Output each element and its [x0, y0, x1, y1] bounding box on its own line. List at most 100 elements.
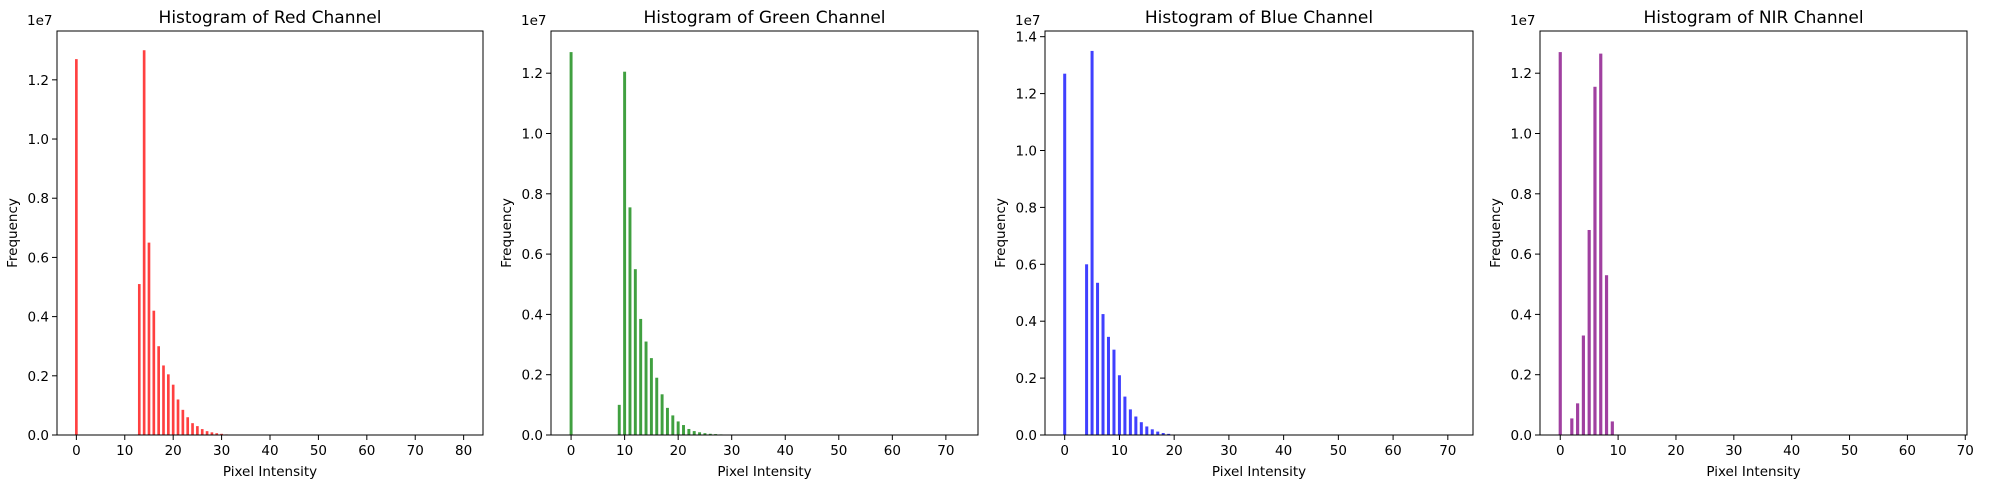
- y-tick-label: 1.2: [1511, 66, 1532, 82]
- histogram-bar: [220, 433, 223, 435]
- chart-title: Histogram of NIR Channel: [1643, 8, 1863, 28]
- histogram-bar: [1117, 375, 1121, 435]
- histogram-bar: [167, 374, 170, 435]
- histogram-bar: [142, 50, 146, 436]
- chart-title: Histogram of Red Channel: [159, 8, 382, 28]
- x-tick-label: 0: [72, 443, 81, 459]
- x-tick-label: 0: [1556, 443, 1565, 459]
- x-tick-label: 20: [165, 443, 182, 459]
- y-tick-label: 0.0: [28, 428, 49, 444]
- histogram-bar: [569, 52, 573, 435]
- y-tick-label: 0.0: [1016, 428, 1037, 444]
- y-axis-label: Frequency: [5, 198, 21, 268]
- y-tick-label: 0.2: [28, 369, 49, 385]
- x-tick-label: 30: [1220, 443, 1237, 459]
- y-axis-label: Frequency: [993, 198, 1009, 268]
- histogram-bar: [1558, 52, 1562, 435]
- histogram-bar: [660, 394, 664, 435]
- y-tick-label: 1.2: [1016, 87, 1037, 103]
- histogram-bar: [623, 71, 627, 435]
- x-tick-label: 20: [1166, 443, 1183, 459]
- y-axis-offset-label: 1e7: [1510, 13, 1535, 29]
- histogram-bar: [147, 242, 151, 435]
- histogram-bar: [1134, 416, 1138, 435]
- y-tick-label: 1.2: [28, 73, 49, 89]
- y-axis-offset-label: 1e7: [27, 13, 52, 29]
- histogram-bar: [196, 426, 199, 435]
- x-tick-label: 60: [1899, 443, 1916, 459]
- x-tick-label: 30: [723, 443, 740, 459]
- histogram-bar: [617, 404, 621, 435]
- y-axis-label: Frequency: [1488, 198, 1504, 268]
- plot-area-frame: [56, 30, 484, 436]
- x-tick-label: 20: [1667, 443, 1684, 459]
- chart-title: Histogram of Green Channel: [643, 8, 885, 28]
- x-tick-label: 50: [830, 443, 847, 459]
- x-tick-label: 40: [1275, 443, 1292, 459]
- y-tick-label: 1.0: [1511, 127, 1532, 143]
- histogram-bar: [655, 377, 659, 435]
- x-tick-label: 10: [1111, 443, 1128, 459]
- x-tick-label: 40: [777, 443, 794, 459]
- x-axis-label: Pixel Intensity: [1212, 464, 1306, 480]
- y-tick-label: 0.6: [1016, 257, 1037, 273]
- histogram-bar: [1610, 421, 1614, 435]
- histogram-bar: [649, 358, 653, 435]
- y-tick-label: 0.2: [522, 368, 543, 384]
- y-tick-label: 0.4: [1511, 307, 1532, 323]
- plot-area-frame: [1044, 30, 1474, 436]
- x-tick-label: 30: [1725, 443, 1742, 459]
- x-axis-label: Pixel Intensity: [223, 464, 317, 480]
- x-tick-label: 50: [1330, 443, 1347, 459]
- y-tick-label: 0.8: [522, 187, 543, 203]
- y-tick-label: 1.0: [522, 127, 543, 143]
- histogram-bar: [75, 59, 78, 436]
- histogram-bar: [1085, 264, 1089, 435]
- x-tick-label: 0: [1060, 443, 1069, 459]
- histogram-bar: [1161, 433, 1165, 435]
- x-tick-label: 60: [884, 443, 901, 459]
- histogram-bar: [176, 399, 180, 435]
- histogram-bar: [171, 384, 175, 435]
- y-tick-label: 0.2: [1511, 368, 1532, 384]
- x-tick-label: 60: [358, 443, 375, 459]
- y-tick-label: 0.0: [1511, 428, 1532, 444]
- x-tick-label: 10: [616, 443, 633, 459]
- histogram-bar: [671, 415, 675, 435]
- chart-title: Histogram of Blue Channel: [1145, 8, 1373, 28]
- x-tick-label: 30: [213, 443, 230, 459]
- histogram-bar: [1123, 396, 1127, 435]
- histogram-bar: [1063, 73, 1067, 436]
- y-tick-label: 0.8: [28, 191, 49, 207]
- histogram-bar: [1599, 53, 1603, 436]
- histogram-bar: [703, 433, 707, 435]
- histogram-bar: [708, 433, 712, 435]
- x-tick-label: 60: [1384, 443, 1401, 459]
- y-axis-offset-label: 1e7: [1015, 13, 1040, 29]
- histogram-bar: [1604, 275, 1609, 435]
- y-tick-label: 0.6: [28, 250, 49, 266]
- x-tick-label: 70: [1439, 443, 1456, 459]
- histogram-bar: [1570, 418, 1574, 435]
- histogram-bar: [1112, 349, 1116, 435]
- y-tick-label: 0.6: [1511, 247, 1532, 263]
- histogram-bar: [1096, 282, 1100, 435]
- y-axis-label: Frequency: [499, 198, 515, 268]
- histogram-bar: [1150, 429, 1154, 435]
- x-tick-label: 10: [1610, 443, 1627, 459]
- histogram-bar: [1581, 335, 1585, 435]
- histogram-bar: [200, 429, 204, 435]
- histogram-bar: [1167, 433, 1171, 435]
- x-tick-label: 70: [1957, 443, 1974, 459]
- y-tick-label: 1.0: [1016, 143, 1037, 159]
- x-tick-label: 20: [670, 443, 687, 459]
- histogram-bar: [628, 207, 632, 435]
- histogram-bar: [152, 310, 156, 435]
- histogram-bar: [137, 284, 141, 435]
- histogram-bar: [1576, 403, 1580, 435]
- x-tick-label: 50: [310, 443, 327, 459]
- plot-area-frame: [1539, 30, 1968, 436]
- histogram-bar: [682, 425, 685, 435]
- histogram-bar: [1593, 86, 1597, 435]
- x-tick-label: 0: [567, 443, 576, 459]
